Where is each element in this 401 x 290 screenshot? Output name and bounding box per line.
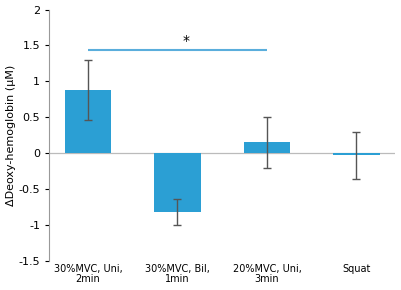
Text: *: * (183, 34, 190, 48)
Bar (244, 142, 290, 153)
Y-axis label: ΔDeoxy-hemoglobin (μM): ΔDeoxy-hemoglobin (μM) (6, 65, 16, 206)
Bar (154, 153, 201, 212)
Bar (333, 153, 380, 155)
Bar (65, 90, 111, 153)
